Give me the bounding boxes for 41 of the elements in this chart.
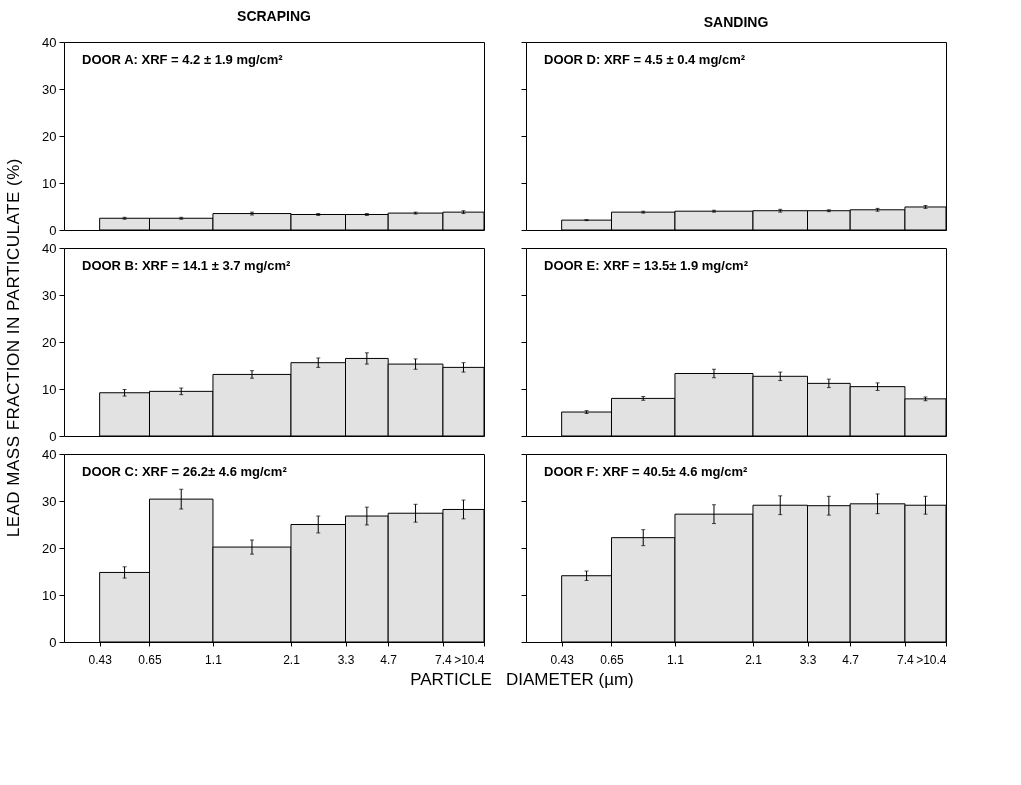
y-axis-title: LEAD MASS FRACTION IN PARTICULATE (%) [4,158,24,538]
x-tick-label: 0.65 [600,652,624,667]
y-tick-label: 30 [42,493,57,509]
y-tick-label: 20 [42,334,57,350]
y-tick-label: 0 [49,428,57,444]
y-tick-label: 10 [42,175,57,191]
annotation: DOOR F: XRF = 40.5± 4.6 mg/cm² [544,464,748,479]
y-tick-label: 0 [49,634,57,650]
x-tick-label: 3.3 [337,652,355,667]
x-tick-label: 0.43 [550,652,575,667]
chart-title: SCRAPING [237,8,312,24]
x-tick-label: >10.4 [916,652,947,667]
x-axis-title: PARTICLE DIAMETER (µm) [409,670,635,690]
y-tick-label: 40 [42,446,57,462]
x-tick-label: 4.7 [842,652,860,667]
x-tick-label: 0.65 [138,652,162,667]
annotation: DOOR D: XRF = 4.5 ± 0.4 mg/cm² [544,52,746,67]
x-tick-label: 7.4 [897,652,915,667]
y-tick-label: 0 [49,222,57,238]
x-tick-label: 4.7 [380,652,398,667]
x-tick-label: >10.4 [454,652,485,667]
annotation: DOOR C: XRF = 26.2± 4.6 mg/cm² [82,464,288,479]
x-tick-label: 1.1 [667,652,685,667]
y-tick-label: 30 [42,81,57,97]
x-tick-label: 2.1 [283,652,301,667]
y-tick-label: 30 [42,287,57,303]
x-tick-label: 1.1 [205,652,223,667]
y-tick-label: 20 [42,128,57,144]
y-tick-label: 20 [42,540,57,556]
annotation: DOOR B: XRF = 14.1 ± 3.7 mg/cm² [82,258,291,273]
y-tick-label: 40 [42,240,57,256]
annotation: DOOR A: XRF = 4.2 ± 1.9 mg/cm² [82,52,284,67]
y-tick-label: 40 [42,34,57,50]
x-tick-label: 2.1 [745,652,763,667]
x-tick-label: 0.43 [88,652,113,667]
x-tick-label: 3.3 [799,652,817,667]
y-tick-label: 10 [42,381,57,397]
y-tick-label: 10 [42,587,57,603]
x-tick-label: 7.4 [435,652,453,667]
chart-title: SANDING [703,13,769,30]
annotation: DOOR E: XRF = 13.5± 1.9 mg/cm² [544,258,749,273]
